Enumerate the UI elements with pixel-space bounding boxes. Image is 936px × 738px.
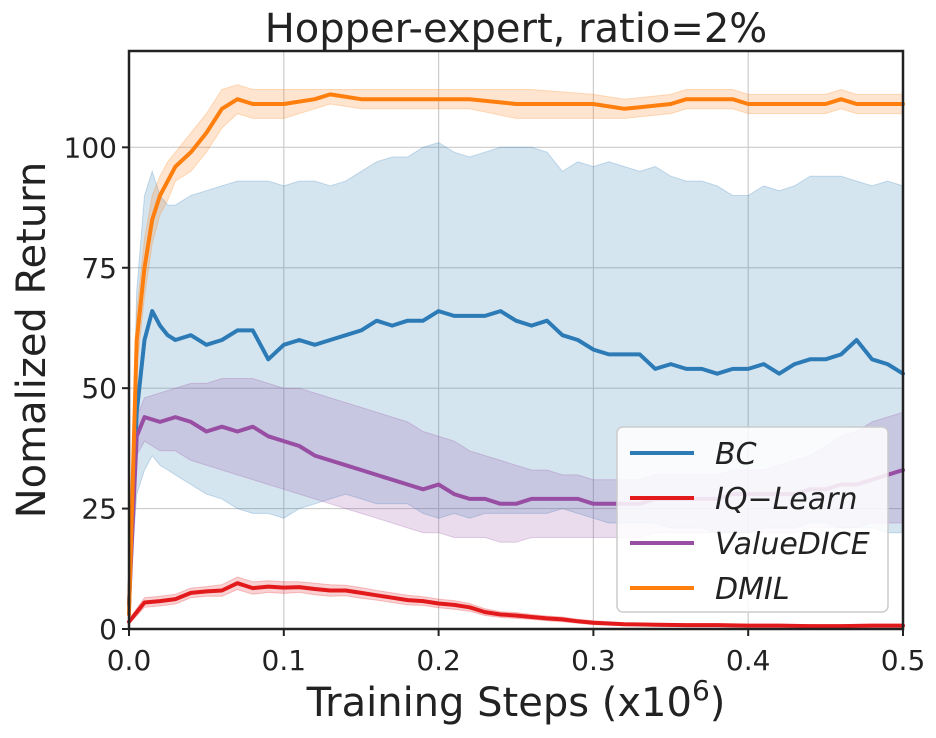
legend: BC IQ−Learn ValueDICE DMIL xyxy=(616,426,889,613)
legend-label-2: ValueDICE xyxy=(715,527,870,562)
y-axis-label: Nomalized Return xyxy=(9,162,55,519)
series-line-iq-learn xyxy=(127,581,905,629)
x-tick-label-2: 0.2 xyxy=(416,644,461,677)
x-tick-label-1: 0.1 xyxy=(262,644,307,677)
y-tick-label-4: 100 xyxy=(64,131,117,164)
series-line-dmil xyxy=(127,92,905,617)
legend-label-3: DMIL xyxy=(715,572,790,607)
y-tick-label-0: 0 xyxy=(99,613,117,646)
y-tick-label-1: 25 xyxy=(81,493,117,526)
axis-ticks: 0.0 0.1 0.2 0.3 0.4 0.5 0 25 50 75 100 xyxy=(64,131,926,677)
x-tick-label-0: 0.0 xyxy=(107,644,152,677)
legend-label-0: BC xyxy=(715,437,757,472)
chart-title: Hopper-expert, ratio=2% xyxy=(265,6,768,52)
legend-box xyxy=(616,426,889,613)
x-axis-label-main: Training Steps (x10 xyxy=(306,680,692,726)
x-tick-label-3: 0.3 xyxy=(571,644,616,677)
plot-frame xyxy=(127,49,905,631)
x-axis-label-close: ) xyxy=(710,680,726,726)
grid xyxy=(128,51,904,630)
x-axis-label: Training Steps (x106) xyxy=(306,674,726,726)
y-tick-label-3: 75 xyxy=(81,252,117,285)
y-tick-label-2: 50 xyxy=(81,372,117,405)
legend-label-1: IQ−Learn xyxy=(715,482,858,517)
x-tick-label-5: 0.5 xyxy=(881,644,926,677)
x-tick-label-4: 0.4 xyxy=(726,644,771,677)
x-axis-label-exponent: 6 xyxy=(692,674,710,707)
series-line-bc xyxy=(127,309,905,607)
